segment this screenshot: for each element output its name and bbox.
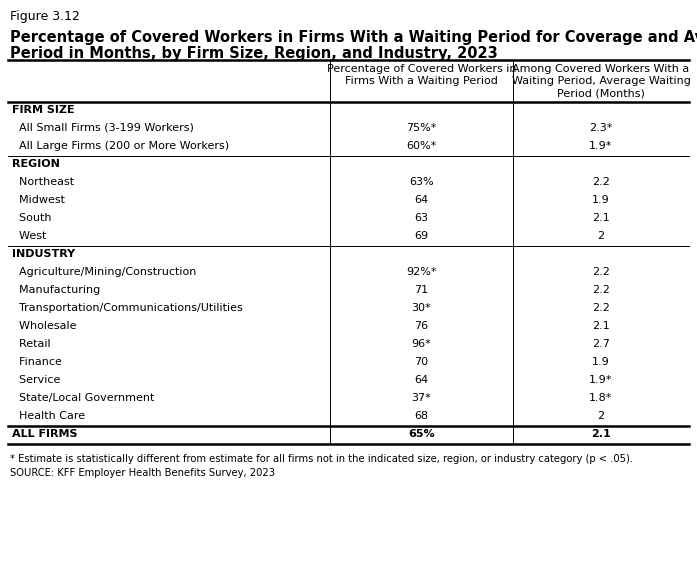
Text: FIRM SIZE: FIRM SIZE bbox=[12, 105, 75, 115]
Text: * Estimate is statistically different from estimate for all firms not in the ind: * Estimate is statistically different fr… bbox=[10, 454, 633, 464]
Text: Agriculture/Mining/Construction: Agriculture/Mining/Construction bbox=[12, 267, 197, 277]
Text: 70: 70 bbox=[415, 357, 429, 367]
Text: State/Local Government: State/Local Government bbox=[12, 393, 154, 403]
Text: Wholesale: Wholesale bbox=[12, 321, 77, 331]
Text: Retail: Retail bbox=[12, 339, 51, 349]
Text: SOURCE: KFF Employer Health Benefits Survey, 2023: SOURCE: KFF Employer Health Benefits Sur… bbox=[10, 468, 275, 478]
Text: 2.2: 2.2 bbox=[592, 285, 610, 295]
Text: ALL FIRMS: ALL FIRMS bbox=[12, 429, 77, 439]
Text: 2.2: 2.2 bbox=[592, 303, 610, 313]
Text: 64: 64 bbox=[415, 195, 429, 205]
Text: Percentage of Covered Workers in Firms With a Waiting Period for Coverage and Av: Percentage of Covered Workers in Firms W… bbox=[10, 30, 697, 45]
Text: 1.9: 1.9 bbox=[592, 195, 610, 205]
Text: 69: 69 bbox=[415, 231, 429, 241]
Text: Transportation/Communications/Utilities: Transportation/Communications/Utilities bbox=[12, 303, 243, 313]
Text: 92%*: 92%* bbox=[406, 267, 437, 277]
Text: 2.1: 2.1 bbox=[592, 213, 610, 223]
Text: All Small Firms (3-199 Workers): All Small Firms (3-199 Workers) bbox=[12, 123, 194, 133]
Text: 63: 63 bbox=[415, 213, 429, 223]
Text: 1.9*: 1.9* bbox=[589, 141, 613, 151]
Text: 2.2: 2.2 bbox=[592, 267, 610, 277]
Text: 2.3*: 2.3* bbox=[589, 123, 613, 133]
Text: 2: 2 bbox=[597, 231, 604, 241]
Text: West: West bbox=[12, 231, 47, 241]
Text: South: South bbox=[12, 213, 52, 223]
Text: All Large Firms (200 or More Workers): All Large Firms (200 or More Workers) bbox=[12, 141, 229, 151]
Text: 2.1: 2.1 bbox=[591, 429, 611, 439]
Text: 65%: 65% bbox=[408, 429, 435, 439]
Text: 2.7: 2.7 bbox=[592, 339, 610, 349]
Text: 1.8*: 1.8* bbox=[589, 393, 613, 403]
Text: Finance: Finance bbox=[12, 357, 62, 367]
Text: INDUSTRY: INDUSTRY bbox=[12, 249, 75, 259]
Text: 1.9: 1.9 bbox=[592, 357, 610, 367]
Text: 71: 71 bbox=[415, 285, 429, 295]
Text: Health Care: Health Care bbox=[12, 411, 85, 421]
Text: 60%*: 60%* bbox=[406, 141, 436, 151]
Text: REGION: REGION bbox=[12, 159, 60, 169]
Text: 2.2: 2.2 bbox=[592, 177, 610, 187]
Text: 2.1: 2.1 bbox=[592, 321, 610, 331]
Text: 37*: 37* bbox=[412, 393, 431, 403]
Text: 75%*: 75%* bbox=[406, 123, 437, 133]
Text: 63%: 63% bbox=[409, 177, 434, 187]
Text: Service: Service bbox=[12, 375, 61, 385]
Text: 1.9*: 1.9* bbox=[589, 375, 613, 385]
Text: 76: 76 bbox=[415, 321, 429, 331]
Text: Northeast: Northeast bbox=[12, 177, 74, 187]
Text: 64: 64 bbox=[415, 375, 429, 385]
Text: 2: 2 bbox=[597, 411, 604, 421]
Text: Among Covered Workers With a
Waiting Period, Average Waiting
Period (Months): Among Covered Workers With a Waiting Per… bbox=[512, 64, 691, 99]
Text: Period in Months, by Firm Size, Region, and Industry, 2023: Period in Months, by Firm Size, Region, … bbox=[10, 46, 498, 61]
Text: Midwest: Midwest bbox=[12, 195, 65, 205]
Text: Manufacturing: Manufacturing bbox=[12, 285, 100, 295]
Text: 96*: 96* bbox=[412, 339, 431, 349]
Text: 68: 68 bbox=[415, 411, 429, 421]
Text: Percentage of Covered Workers in
Firms With a Waiting Period: Percentage of Covered Workers in Firms W… bbox=[327, 64, 516, 86]
Text: Figure 3.12: Figure 3.12 bbox=[10, 10, 80, 23]
Text: 30*: 30* bbox=[412, 303, 431, 313]
